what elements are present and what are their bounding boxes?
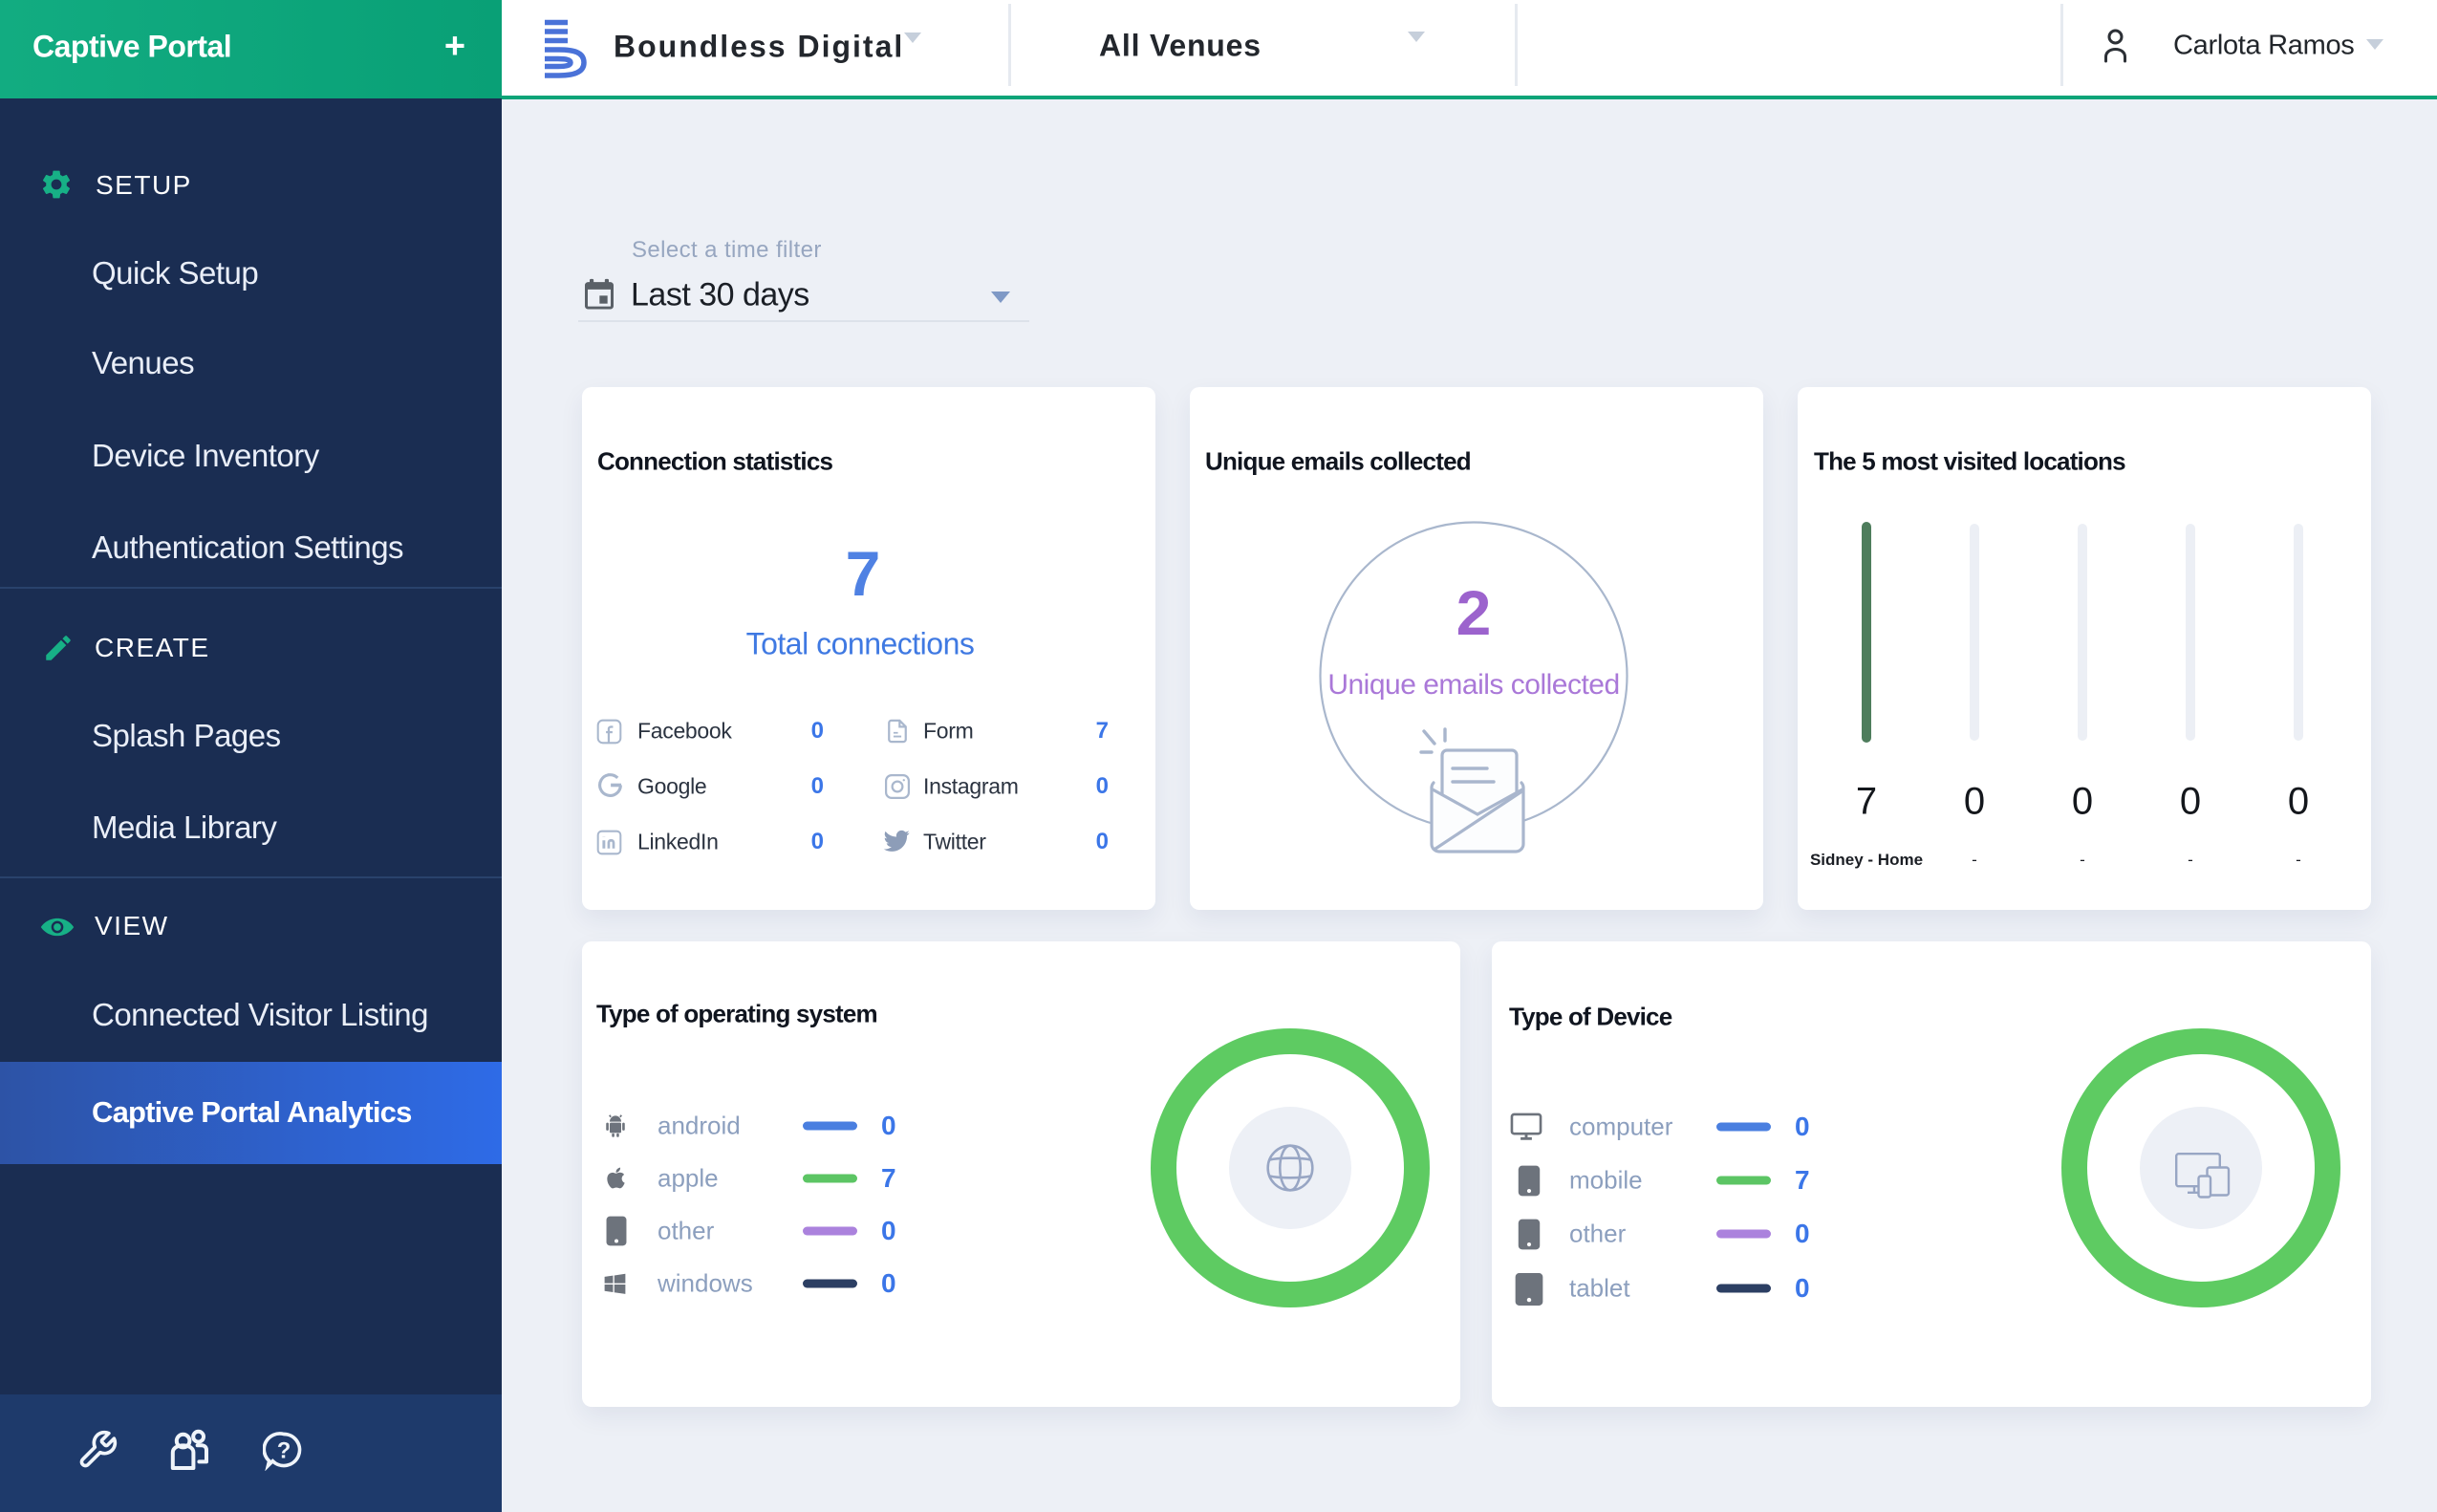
svg-text:?: ? [277,1437,291,1463]
